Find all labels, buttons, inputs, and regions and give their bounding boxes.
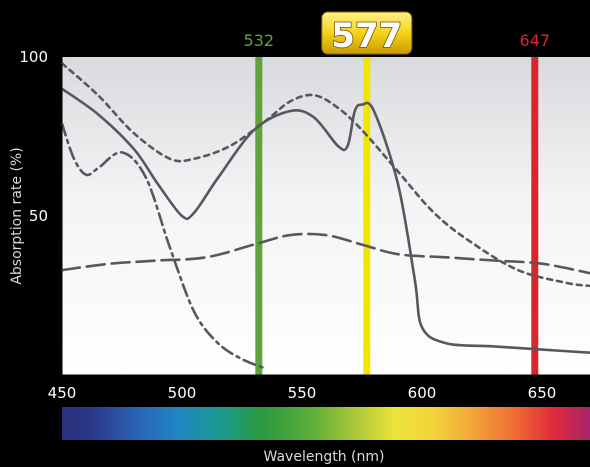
series-line-1-solid: [60, 87, 590, 354]
highlight-badge-label: 577: [331, 16, 402, 56]
absorption-series: [60, 62, 590, 370]
x-axis-label: Wavelength (nm): [264, 449, 385, 465]
x-tick-label: 450: [48, 384, 77, 402]
series-line-2-short-dash: [60, 62, 590, 288]
axis-ticks: 450 500 550 600 650 100 50: [19, 48, 567, 402]
series-line-3-dash-dot: [60, 122, 268, 370]
highlight-badge: [321, 11, 413, 55]
x-tick-label: 550: [288, 384, 317, 402]
marker-label-532: 532: [244, 31, 275, 50]
y-axis-label: Absorption rate (%): [9, 147, 25, 284]
marker-label-647: 647: [520, 31, 551, 50]
y-tick-label: 50: [29, 207, 48, 225]
x-tick-label: 500: [168, 384, 197, 402]
plot-area-background: [62, 57, 590, 375]
y-tick-label: 100: [19, 48, 48, 66]
series-line-4-long-dash: [60, 232, 590, 275]
x-tick-label: 600: [408, 384, 437, 402]
wavelength-marker-lines: [255, 57, 539, 375]
visible-spectrum-bar: [62, 407, 590, 440]
x-tick-label: 650: [528, 384, 557, 402]
